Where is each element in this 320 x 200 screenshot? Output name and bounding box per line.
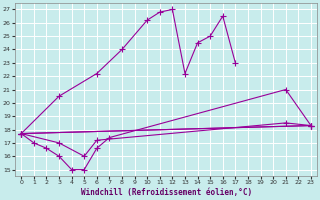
X-axis label: Windchill (Refroidissement éolien,°C): Windchill (Refroidissement éolien,°C) [81,188,252,197]
